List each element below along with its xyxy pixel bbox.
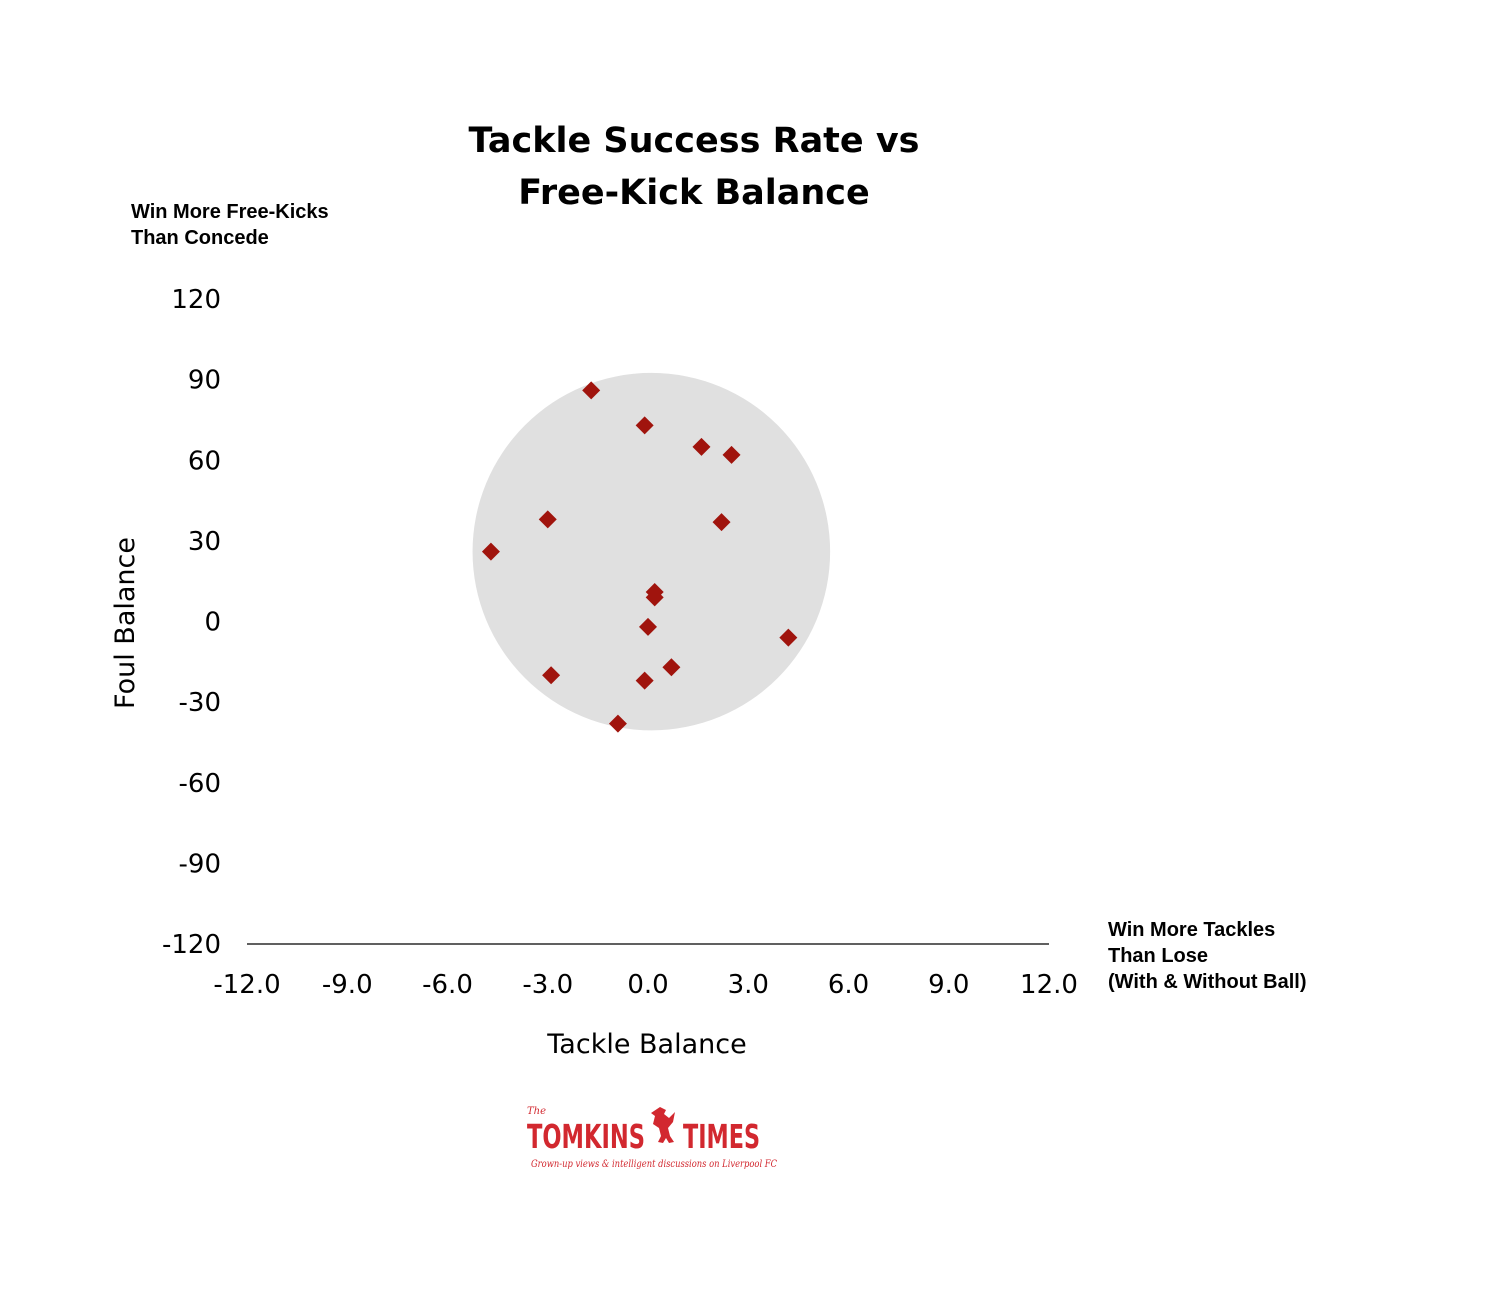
x-tick-label: -9.0 <box>322 970 373 1000</box>
x-direction-note-line-2: Than Lose <box>1108 945 1208 967</box>
data-points <box>481 381 798 733</box>
highlight-circle <box>472 372 831 731</box>
logo-tagline: Grown-up views & intelligent discussions… <box>531 1159 777 1170</box>
data-point <box>635 671 654 690</box>
y-tick-label: -30 <box>179 688 221 718</box>
y-tick-label: -60 <box>179 769 221 799</box>
x-direction-note-line-1: Win More Tackles <box>1108 919 1275 941</box>
y-tick-label: 60 <box>188 446 221 476</box>
tomkins-times-logo: The TOMKINS TIMES Grown-up views & intel… <box>527 1106 777 1170</box>
x-tick-label: -3.0 <box>522 970 573 1000</box>
x-tick-label: 6.0 <box>828 970 869 1000</box>
chart-title-line-2: Free-Kick Balance <box>518 173 870 213</box>
data-point <box>635 416 654 435</box>
y-tick-label: 120 <box>171 285 221 315</box>
x-tick-label: -12.0 <box>213 970 280 1000</box>
y-axis-label: Foul Balance <box>110 537 141 709</box>
data-point <box>639 617 657 636</box>
y-tick-label: 90 <box>188 366 221 396</box>
data-point <box>645 588 664 607</box>
x-direction-note-line-3: (With & Without Ball) <box>1108 971 1306 993</box>
logo-main-right: TIMES <box>683 1117 760 1156</box>
data-point <box>779 628 798 647</box>
data-point <box>712 513 731 532</box>
data-point <box>481 542 500 561</box>
data-point <box>582 381 601 400</box>
x-tick-label: 0.0 <box>627 970 668 1000</box>
data-point <box>538 510 557 529</box>
y-tick-labels: 120 90 60 30 0 -30 -60 -90 -120 <box>162 285 221 960</box>
data-point <box>542 666 561 685</box>
x-tick-label: -6.0 <box>422 970 473 1000</box>
data-point <box>722 445 741 464</box>
y-tick-label: -120 <box>162 930 221 960</box>
y-tick-label: -90 <box>179 849 221 879</box>
x-axis-label: Tackle Balance <box>546 1029 746 1060</box>
data-point <box>662 658 681 677</box>
logo-main-left: TOMKINS <box>527 1117 645 1156</box>
chart-title-line-1: Tackle Success Rate vs <box>468 121 919 161</box>
x-tick-labels: -12.0 -9.0 -6.0 -3.0 0.0 3.0 6.0 9.0 12.0 <box>213 970 1078 1000</box>
x-tick-label: 9.0 <box>928 970 969 1000</box>
y-direction-note-line-1: Win More Free-Kicks <box>131 201 329 223</box>
logo-small-text: The <box>527 1106 546 1117</box>
data-point <box>692 437 711 456</box>
y-direction-note-line-2: Than Concede <box>131 227 269 249</box>
x-tick-label: 12.0 <box>1020 970 1078 1000</box>
y-tick-label: 30 <box>188 527 221 557</box>
liver-bird-icon <box>651 1107 675 1143</box>
data-point <box>608 714 627 733</box>
x-tick-label: 3.0 <box>728 970 769 1000</box>
y-tick-label: 0 <box>204 608 221 638</box>
